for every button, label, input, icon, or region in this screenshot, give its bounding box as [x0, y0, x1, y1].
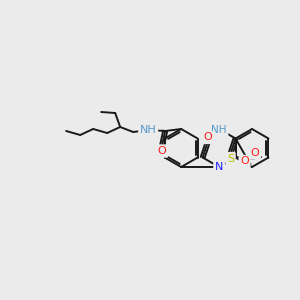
Text: O: O	[203, 133, 212, 142]
Text: O: O	[158, 146, 167, 156]
Text: N: N	[215, 162, 223, 172]
Text: NH: NH	[140, 125, 157, 135]
Text: O: O	[240, 157, 249, 166]
Text: NH: NH	[211, 125, 227, 135]
Text: O: O	[250, 148, 260, 158]
Text: S: S	[227, 154, 234, 164]
